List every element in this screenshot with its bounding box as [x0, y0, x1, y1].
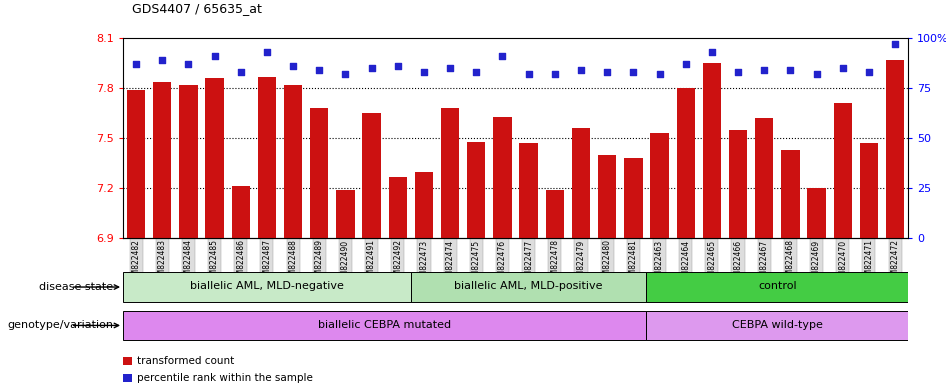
Point	[861, 69, 876, 75]
Point	[443, 65, 458, 71]
Bar	[624, 158, 642, 238]
Bar	[860, 143, 878, 238]
Point	[338, 71, 353, 78]
Text: biallelic CEBPA mutated: biallelic CEBPA mutated	[318, 320, 451, 330]
Point	[207, 53, 222, 60]
Bar	[885, 60, 904, 238]
Point	[311, 67, 327, 73]
Bar	[833, 103, 852, 238]
Bar	[389, 177, 407, 238]
Bar	[362, 113, 381, 238]
Bar	[310, 108, 328, 238]
Bar	[467, 142, 485, 238]
Bar	[646, 272, 908, 302]
Bar	[336, 190, 355, 238]
Point	[652, 71, 667, 78]
Bar	[441, 108, 460, 238]
Point	[521, 71, 536, 78]
Text: control: control	[758, 281, 797, 291]
Point	[835, 65, 850, 71]
Bar	[179, 85, 198, 238]
Point	[390, 63, 405, 70]
Bar	[414, 172, 433, 238]
Bar	[519, 143, 538, 238]
Point	[416, 69, 431, 75]
Bar	[232, 187, 250, 238]
Point	[626, 69, 641, 75]
Bar	[781, 150, 799, 238]
Point	[154, 57, 170, 63]
Text: CEBPA wild-type: CEBPA wild-type	[732, 320, 823, 330]
Point	[730, 69, 745, 75]
Bar	[676, 88, 695, 238]
Point	[468, 69, 483, 75]
Text: disease state: disease state	[40, 282, 114, 292]
Bar	[598, 155, 617, 238]
Bar	[728, 130, 747, 238]
Point	[259, 49, 274, 55]
Point	[887, 41, 902, 48]
Bar	[123, 311, 646, 340]
Bar	[703, 63, 721, 238]
Point	[364, 65, 379, 71]
Bar	[807, 188, 826, 238]
Bar	[650, 133, 669, 238]
Point	[547, 71, 562, 78]
Point	[757, 67, 772, 73]
Point	[809, 71, 824, 78]
Text: genotype/variation: genotype/variation	[8, 320, 114, 331]
Text: biallelic AML, MLD-positive: biallelic AML, MLD-positive	[454, 281, 603, 291]
Text: percentile rank within the sample: percentile rank within the sample	[137, 373, 313, 383]
Bar	[493, 117, 512, 238]
Bar	[646, 311, 908, 340]
Bar	[546, 190, 564, 238]
Point	[495, 53, 510, 60]
Point	[181, 61, 196, 68]
Bar	[571, 128, 590, 238]
Bar	[123, 272, 411, 302]
Bar	[284, 85, 303, 238]
Point	[782, 67, 797, 73]
Bar	[205, 78, 224, 238]
Bar	[755, 118, 774, 238]
Point	[286, 63, 301, 70]
Bar	[411, 272, 646, 302]
Point	[573, 67, 588, 73]
Point	[233, 69, 248, 75]
Text: transformed count: transformed count	[137, 356, 235, 366]
Text: GDS4407 / 65635_at: GDS4407 / 65635_at	[132, 2, 262, 15]
Point	[600, 69, 615, 75]
Point	[129, 61, 144, 68]
Point	[704, 49, 719, 55]
Text: biallelic AML, MLD-negative: biallelic AML, MLD-negative	[190, 281, 343, 291]
Bar	[127, 90, 146, 238]
Bar	[153, 82, 171, 238]
Point	[678, 61, 693, 68]
Bar	[257, 77, 276, 238]
